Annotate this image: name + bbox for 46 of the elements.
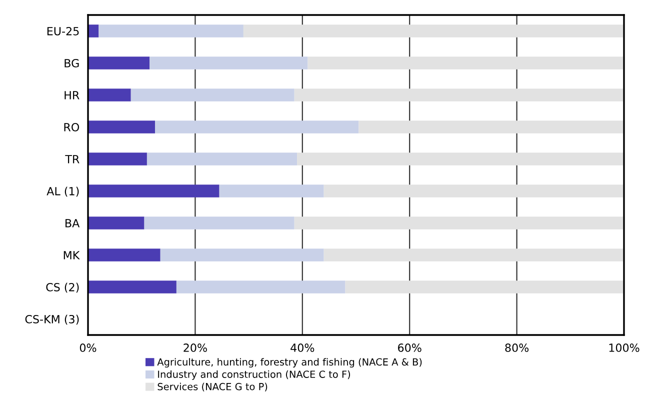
bar xyxy=(88,56,150,70)
y-tick-label: CS (2) xyxy=(46,282,79,293)
bar xyxy=(88,280,176,294)
bar xyxy=(324,248,624,262)
legend-label: Industry and construction (NACE C to F) xyxy=(158,370,350,380)
bar xyxy=(144,216,294,230)
bar xyxy=(294,216,624,230)
bar xyxy=(324,184,624,198)
bar xyxy=(308,56,624,70)
y-tick-label: BG xyxy=(64,58,79,68)
bar xyxy=(150,56,308,70)
bar xyxy=(294,88,624,102)
bar xyxy=(160,248,324,262)
x-tick-label: 60% xyxy=(398,344,422,352)
bar xyxy=(98,24,244,38)
bar xyxy=(146,152,298,166)
bar xyxy=(297,152,624,166)
bar xyxy=(88,248,160,262)
y-tick-label: HR xyxy=(64,91,80,100)
bar xyxy=(88,24,99,38)
x-tick-label: 80% xyxy=(505,344,529,352)
x-tick-label: 20% xyxy=(184,344,207,352)
y-tick-label: MK xyxy=(64,251,80,260)
bar xyxy=(345,280,624,294)
bar xyxy=(155,120,359,134)
bar xyxy=(358,120,624,134)
x-tick-label: 40% xyxy=(290,344,314,352)
bar xyxy=(88,120,155,134)
y-tick-label: RO xyxy=(64,122,80,132)
bar xyxy=(219,184,324,198)
bar xyxy=(88,184,220,198)
bar xyxy=(88,88,131,102)
bar xyxy=(88,216,144,230)
bar xyxy=(88,152,147,166)
x-tick-label: 0% xyxy=(80,344,96,352)
legend-label: Agriculture, hunting, forestry and fishing (NACE A & B) xyxy=(157,358,422,368)
y-tick-label: EU-25 xyxy=(47,26,79,36)
y-tick-label: TR xyxy=(65,155,80,164)
bar xyxy=(243,24,624,38)
bar xyxy=(130,88,294,102)
y-tick-label: BA xyxy=(66,219,80,228)
x-tick-label: 100% xyxy=(609,344,640,352)
y-tick-label: AL (1) xyxy=(46,186,79,197)
bar xyxy=(176,280,346,294)
legend-label: Services (NACE G to P) xyxy=(158,382,268,392)
y-tick-label: CS-KM (3) xyxy=(25,314,79,325)
